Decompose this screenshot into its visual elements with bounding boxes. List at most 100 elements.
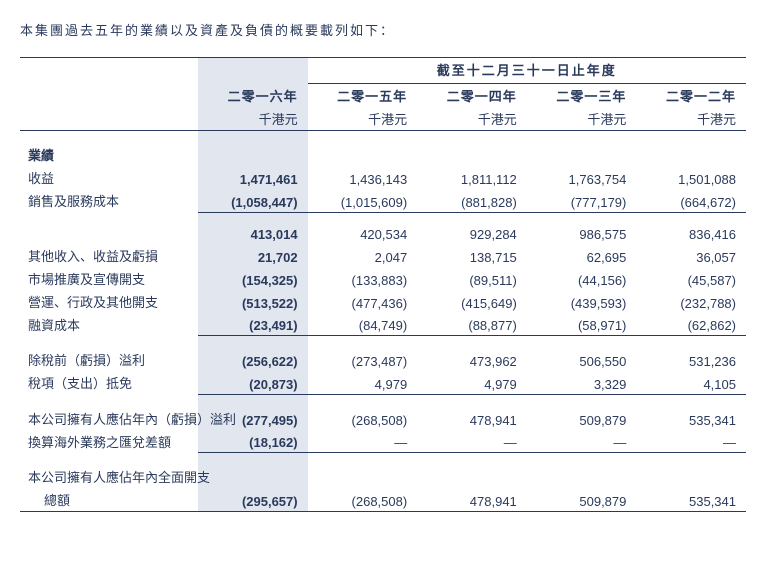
row-label: 銷售及服務成本 xyxy=(20,189,198,212)
cell: 929,284 xyxy=(417,225,527,244)
row-label: 營運、行政及其他開支 xyxy=(20,290,198,313)
spacer-row xyxy=(20,394,746,407)
blank-shade-cell xyxy=(198,58,308,84)
blank-cell xyxy=(20,84,198,108)
cell: (881,828) xyxy=(417,189,527,212)
row-label: 市場推廣及宣傳開支 xyxy=(20,267,198,290)
table-row: 市場推廣及宣傳開支 (154,325) (133,883) (89,511) (… xyxy=(20,267,746,290)
cell: (256,622) xyxy=(198,348,308,371)
row-label: 換算海外業務之匯兌差額 xyxy=(20,430,198,453)
table-row: 413,014 420,534 929,284 986,575 836,416 xyxy=(20,225,746,244)
year-2013: 二零一三年 xyxy=(527,84,637,108)
cell: (477,436) xyxy=(308,290,418,313)
cell: 1,811,112 xyxy=(417,166,527,189)
unit-2012: 千港元 xyxy=(636,107,746,131)
row-label: 收益 xyxy=(20,166,198,189)
table-row: 銷售及服務成本 (1,058,447) (1,015,609) (881,828… xyxy=(20,189,746,212)
header-row-years: 二零一六年 二零一五年 二零一四年 二零一三年 二零一二年 xyxy=(20,84,746,108)
cell: 986,575 xyxy=(527,225,637,244)
spacer-row xyxy=(20,212,746,225)
cell xyxy=(198,465,308,488)
year-2014: 二零一四年 xyxy=(417,84,527,108)
cell: (664,672) xyxy=(636,189,746,212)
cell: 836,416 xyxy=(636,225,746,244)
unit-2015: 千港元 xyxy=(308,107,418,131)
cell: 413,014 xyxy=(198,225,308,244)
cell: (58,971) xyxy=(527,313,637,336)
cell: (268,508) xyxy=(308,488,418,512)
table-row: 其他收入、收益及虧損 21,702 2,047 138,715 62,695 3… xyxy=(20,244,746,267)
cell: (23,491) xyxy=(198,313,308,336)
table-row: 換算海外業務之匯兌差額 (18,162) — — — — xyxy=(20,430,746,453)
section-head-row: 業績 xyxy=(20,143,746,166)
cell: 535,341 xyxy=(636,407,746,430)
table-row: 除稅前（虧損）溢利 (256,622) (273,487) 473,962 50… xyxy=(20,348,746,371)
cell: 473,962 xyxy=(417,348,527,371)
cell xyxy=(527,465,637,488)
table-row: 本公司擁有人應佔年內（虧損）溢利 (277,495) (268,508) 478… xyxy=(20,407,746,430)
cell: (88,877) xyxy=(417,313,527,336)
cell: 1,763,754 xyxy=(527,166,637,189)
blank-cell xyxy=(20,58,198,84)
cell xyxy=(417,465,527,488)
cell: (89,511) xyxy=(417,267,527,290)
cell xyxy=(308,465,418,488)
cell: (513,522) xyxy=(198,290,308,313)
row-label: 本公司擁有人應佔年內（虧損）溢利 xyxy=(20,407,198,430)
cell: (20,873) xyxy=(198,371,308,394)
year-2012: 二零一二年 xyxy=(636,84,746,108)
cell: 506,550 xyxy=(527,348,637,371)
year-2015: 二零一五年 xyxy=(308,84,418,108)
cell: 4,979 xyxy=(417,371,527,394)
unit-2013: 千港元 xyxy=(527,107,637,131)
table-row: 總額 (295,657) (268,508) 478,941 509,879 5… xyxy=(20,488,746,512)
cell: 2,047 xyxy=(308,244,418,267)
section-head-results: 業績 xyxy=(20,143,198,166)
cell: (439,593) xyxy=(527,290,637,313)
spacer-row xyxy=(20,336,746,349)
financial-summary-table: 截至十二月三十一日止年度 二零一六年 二零一五年 二零一四年 二零一三年 二零一… xyxy=(20,57,746,512)
year-2016: 二零一六年 xyxy=(198,84,308,108)
cell: (268,508) xyxy=(308,407,418,430)
cell xyxy=(636,465,746,488)
cell: 531,236 xyxy=(636,348,746,371)
spacer-row xyxy=(20,453,746,466)
header-row-units: 千港元 千港元 千港元 千港元 千港元 xyxy=(20,107,746,131)
cell: (295,657) xyxy=(198,488,308,512)
cell: — xyxy=(527,430,637,453)
cell: (777,179) xyxy=(527,189,637,212)
spacer-row xyxy=(20,131,746,144)
cell: (45,587) xyxy=(636,267,746,290)
cell: 420,534 xyxy=(308,225,418,244)
cell: (133,883) xyxy=(308,267,418,290)
cell: (415,649) xyxy=(417,290,527,313)
unit-2016: 千港元 xyxy=(198,107,308,131)
cell: (232,788) xyxy=(636,290,746,313)
cell: 535,341 xyxy=(636,488,746,512)
row-label: 融資成本 xyxy=(20,313,198,336)
cell: 21,702 xyxy=(198,244,308,267)
cell: (44,156) xyxy=(527,267,637,290)
row-label: 稅項（支出）抵免 xyxy=(20,371,198,394)
header-row-span: 截至十二月三十一日止年度 xyxy=(20,58,746,84)
cell: (1,058,447) xyxy=(198,189,308,212)
table-row: 融資成本 (23,491) (84,749) (88,877) (58,971)… xyxy=(20,313,746,336)
cell: 478,941 xyxy=(417,488,527,512)
cell: (84,749) xyxy=(308,313,418,336)
row-label: 除稅前（虧損）溢利 xyxy=(20,348,198,371)
cell: 4,105 xyxy=(636,371,746,394)
spanning-header: 截至十二月三十一日止年度 xyxy=(308,58,746,84)
cell: 4,979 xyxy=(308,371,418,394)
row-label: 總額 xyxy=(20,488,198,512)
intro-text: 本集團過去五年的業績以及資產及負債的概要載列如下： xyxy=(20,20,746,39)
cell: 1,501,088 xyxy=(636,166,746,189)
table-row: 稅項（支出）抵免 (20,873) 4,979 4,979 3,329 4,10… xyxy=(20,371,746,394)
cell: 509,879 xyxy=(527,407,637,430)
cell: 1,471,461 xyxy=(198,166,308,189)
table-row: 本公司擁有人應佔年內全面開支 xyxy=(20,465,746,488)
table-row: 收益 1,471,461 1,436,143 1,811,112 1,763,7… xyxy=(20,166,746,189)
page-container: 本集團過去五年的業績以及資產及負債的概要載列如下： 截至十二月三十一日止年度 二… xyxy=(20,20,746,512)
cell: (18,162) xyxy=(198,430,308,453)
cell: 478,941 xyxy=(417,407,527,430)
cell: 62,695 xyxy=(527,244,637,267)
